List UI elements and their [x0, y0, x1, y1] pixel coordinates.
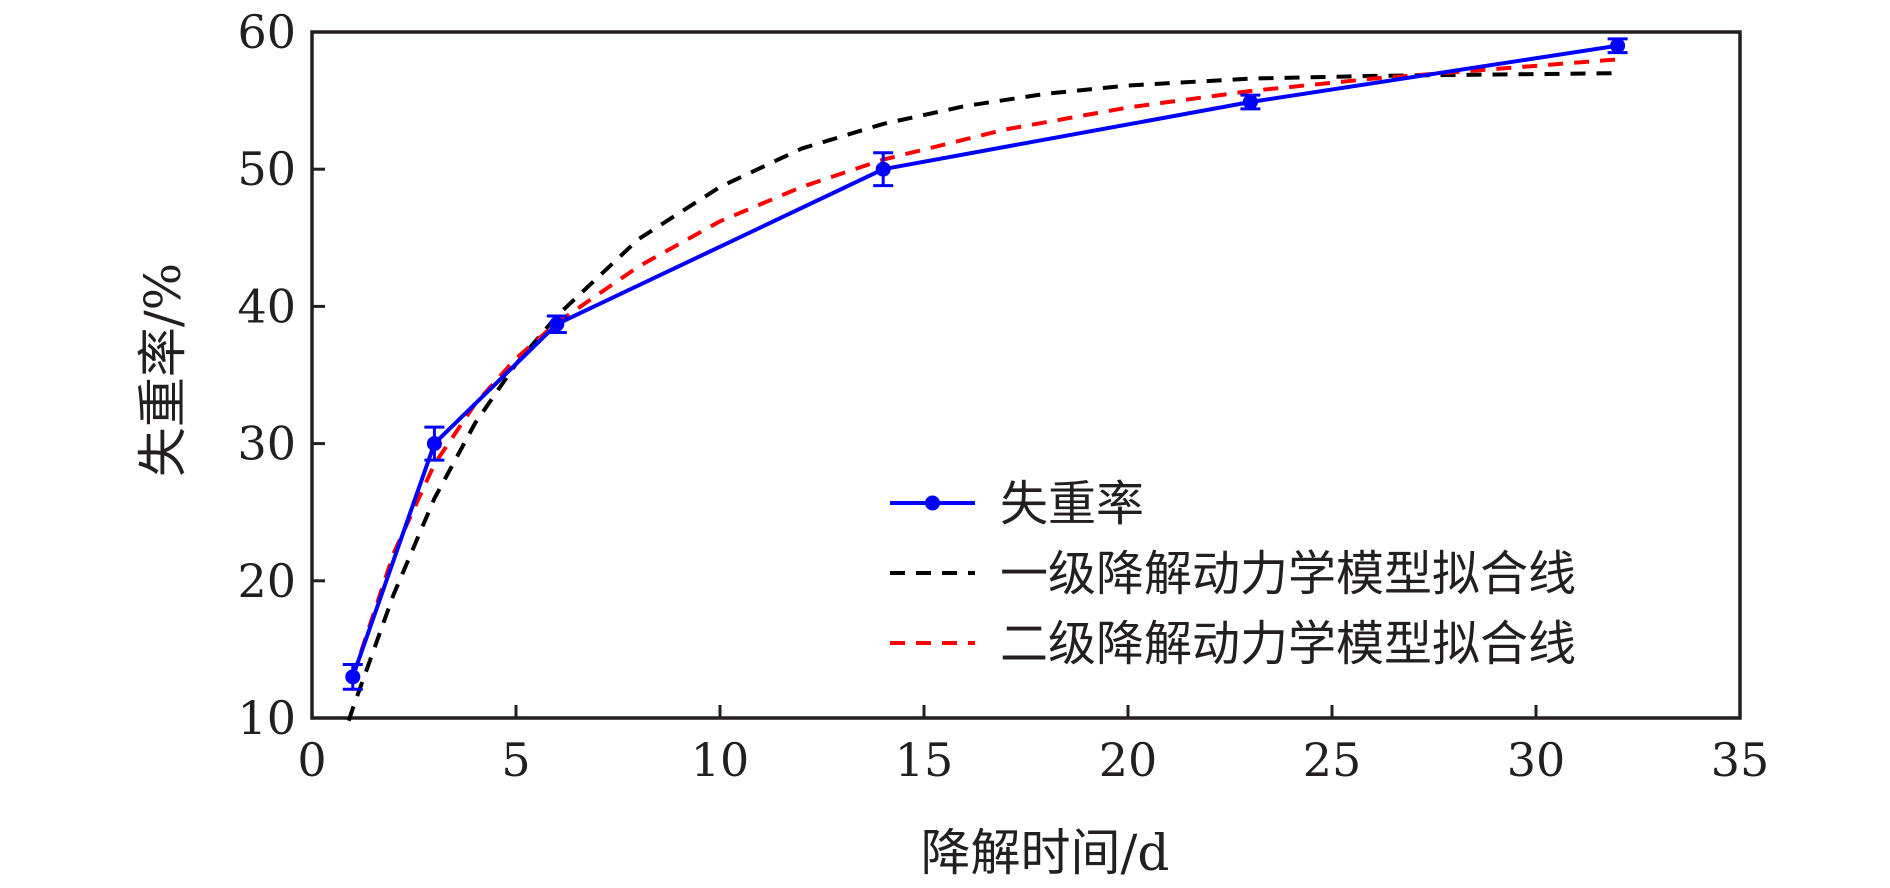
- y-tick-label: 30: [237, 417, 296, 471]
- data-line-weight-loss: [350, 43, 1618, 678]
- x-axis-label: 降解时间/d: [921, 824, 1170, 882]
- fit-line-2: [350, 57, 1618, 678]
- y-tick-label: 20: [237, 554, 296, 608]
- y-tick-label: 10: [237, 691, 296, 745]
- x-tick-label: 35: [1711, 733, 1770, 787]
- plot-frame: [310, 30, 1742, 720]
- data-point: [345, 669, 361, 685]
- y-tick-label: 40: [237, 279, 296, 333]
- curves-group: [342, 37, 1628, 722]
- y-tick-label: 60: [237, 5, 296, 59]
- y-axis-label: 失重率/%: [134, 263, 192, 477]
- data-point: [549, 316, 565, 332]
- legend-marker: [925, 495, 940, 511]
- data-point: [1610, 38, 1626, 54]
- data-point: [1242, 94, 1258, 110]
- y-tick-label: 50: [237, 142, 296, 196]
- x-tick-label: 25: [1303, 733, 1362, 787]
- axes-group: 0 5 10 15 20 25 30 35 10 20 30 40 50 60: [237, 5, 1769, 787]
- x-tick-label: 0: [297, 733, 326, 787]
- x-tick-label: 30: [1507, 733, 1566, 787]
- x-tick-label: 10: [691, 733, 750, 787]
- x-tick-label: 20: [1099, 733, 1158, 787]
- legend-label-2: 二级降解动力学模型拟合线: [1000, 616, 1576, 672]
- fit-line-1: [346, 71, 1618, 722]
- x-tick-label: 5: [501, 733, 530, 787]
- x-tick-label: 15: [895, 733, 954, 787]
- legend-label-0: 失重率: [1000, 476, 1144, 532]
- legend-label-1: 一级降解动力学模型拟合线: [1000, 546, 1576, 602]
- data-point: [875, 161, 891, 177]
- data-point: [426, 436, 442, 452]
